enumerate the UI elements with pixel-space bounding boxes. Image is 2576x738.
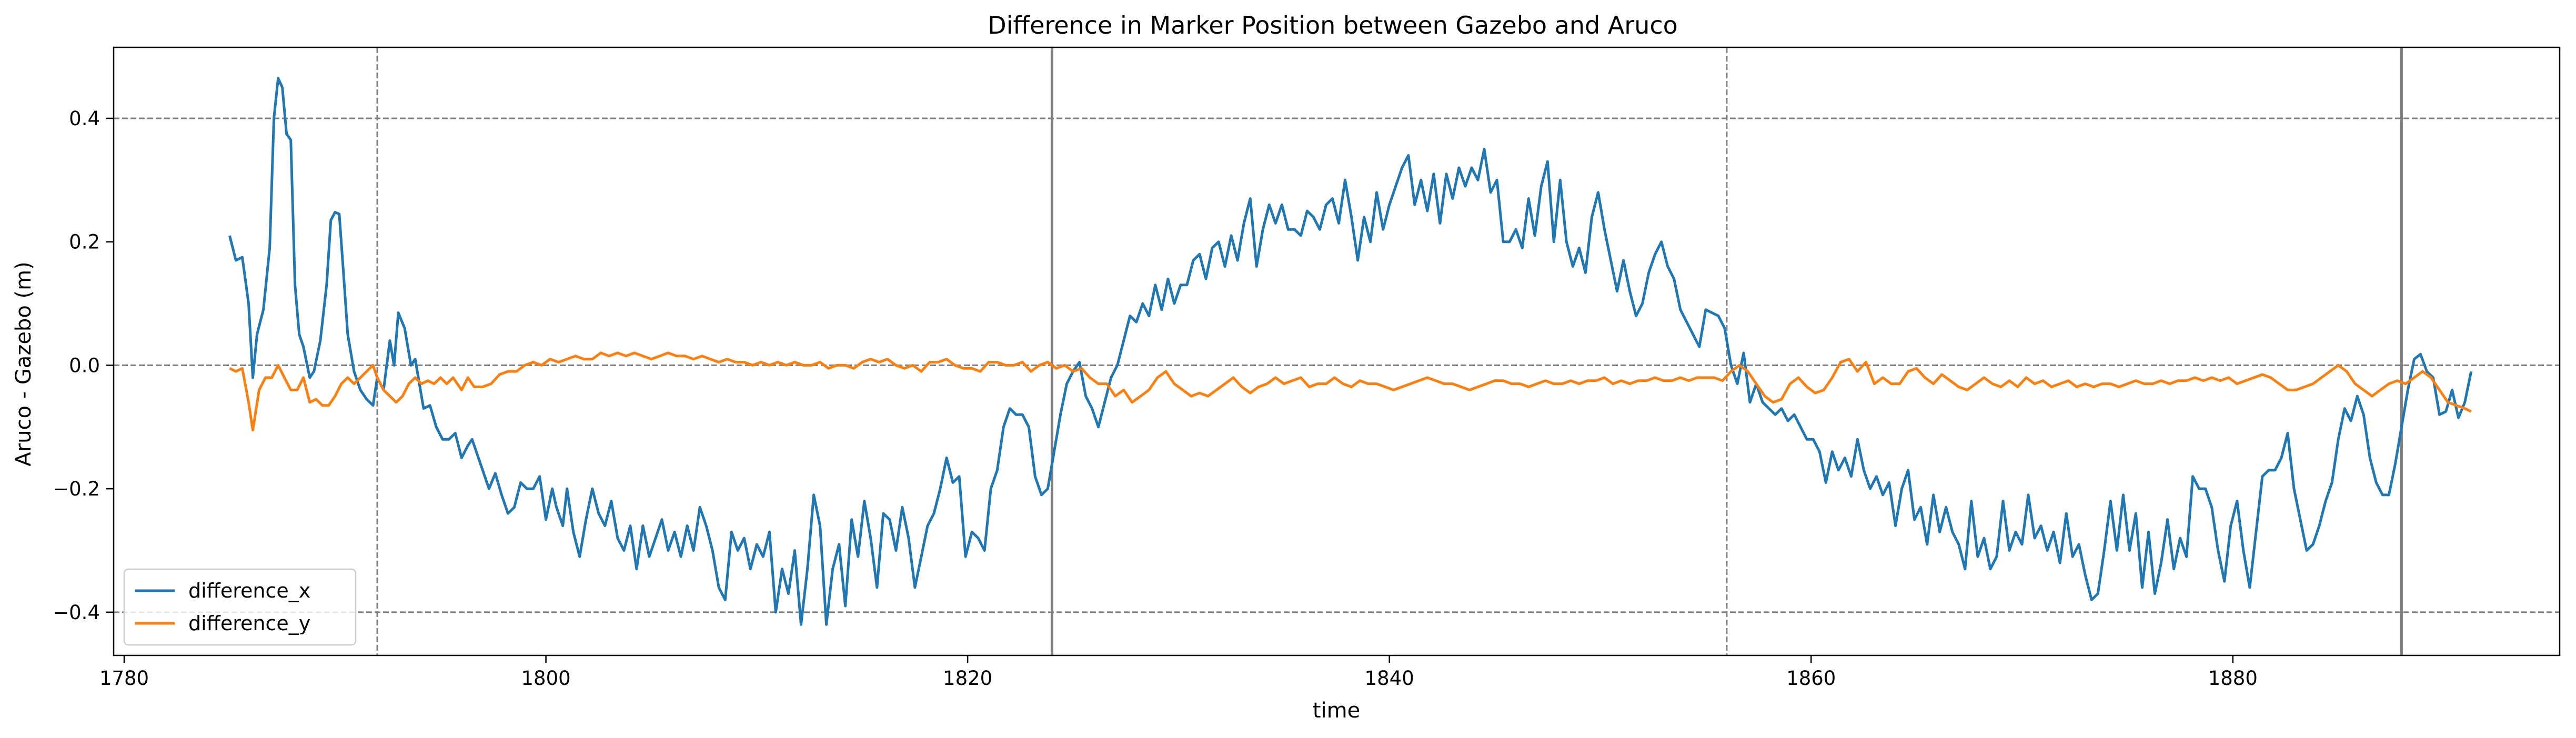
chart-title: Difference in Marker Position between Ga… xyxy=(988,11,1678,39)
y-tick-label-2: 0.0 xyxy=(69,354,100,377)
x-axis-label: time xyxy=(1313,699,1360,723)
y-tick-label-0: −0.4 xyxy=(53,601,100,624)
y-axis-label: Aruco - Gazebo (m) xyxy=(12,261,36,466)
x-tick-label-1800: 1800 xyxy=(521,667,571,690)
series-line-difference_y xyxy=(229,351,2472,432)
x-tick-label-1880: 1880 xyxy=(2208,667,2258,690)
x-tick-label-1860: 1860 xyxy=(1786,667,1836,690)
series-lines xyxy=(228,77,2473,626)
legend-box xyxy=(123,568,357,646)
legend-label-difference_y: difference_y xyxy=(188,612,310,635)
x-tick-label-1840: 1840 xyxy=(1365,667,1414,690)
x-tick-label-1780: 1780 xyxy=(99,667,149,690)
legend: difference_x difference_y xyxy=(123,568,357,646)
plot-area: 1780 1800 1820 1840 1860 1880 −0.4 −0.2 0.0 0.2 0.… xyxy=(53,46,2561,690)
y-tick-label-3: 0.2 xyxy=(69,231,100,254)
y-tick-label-1: −0.2 xyxy=(53,478,100,500)
series-line-difference_x xyxy=(228,77,2473,626)
axes-frame xyxy=(113,46,2561,656)
x-tick-label-1820: 1820 xyxy=(943,667,992,690)
y-tick-label-4: 0.4 xyxy=(69,107,100,130)
legend-label-difference_x: difference_x xyxy=(188,579,310,602)
